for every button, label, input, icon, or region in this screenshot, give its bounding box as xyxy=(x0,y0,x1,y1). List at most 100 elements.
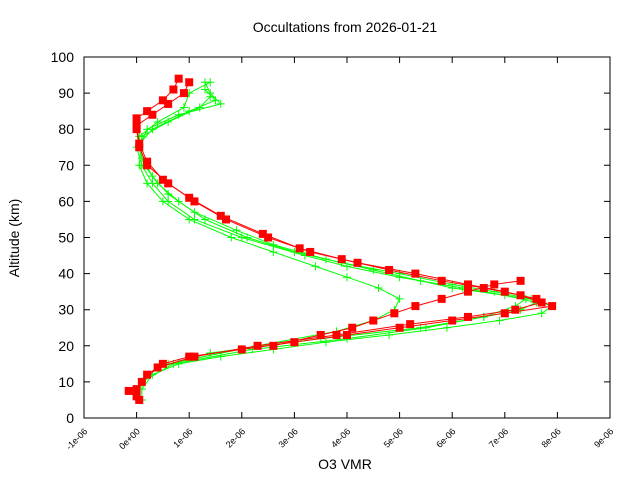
data-point xyxy=(185,78,194,87)
data-point xyxy=(516,291,525,300)
x-tick-label: 6e-06 xyxy=(434,426,457,449)
x-tick-label: 0e+00 xyxy=(117,426,142,451)
data-point xyxy=(169,85,178,94)
data-point xyxy=(237,345,246,354)
data-point xyxy=(369,265,378,274)
series-1 xyxy=(132,85,530,372)
data-point xyxy=(143,107,152,116)
data-point xyxy=(206,78,215,87)
y-tick-label: 20 xyxy=(58,338,74,354)
data-point xyxy=(190,352,199,361)
data-point xyxy=(143,179,152,188)
data-point xyxy=(369,316,378,325)
data-point xyxy=(135,161,144,170)
data-point xyxy=(448,316,457,325)
data-point xyxy=(532,294,541,303)
y-tick-label: 50 xyxy=(58,230,74,246)
data-point xyxy=(537,309,546,318)
data-point xyxy=(206,92,215,101)
data-point xyxy=(132,392,141,401)
data-point xyxy=(158,197,167,206)
data-point xyxy=(463,312,472,321)
data-point xyxy=(343,273,351,282)
data-point xyxy=(158,96,167,105)
data-point xyxy=(211,96,220,105)
data-point xyxy=(158,175,167,184)
y-tick-label: 0 xyxy=(66,410,74,426)
y-tick-label: 80 xyxy=(58,121,74,137)
data-point xyxy=(153,117,162,126)
data-point xyxy=(516,276,525,285)
data-point xyxy=(264,233,273,242)
data-point xyxy=(416,276,425,285)
data-point xyxy=(135,139,144,148)
data-point xyxy=(222,215,231,224)
data-point xyxy=(253,341,262,350)
chart-title: Occultations from 2026-01-21 xyxy=(253,19,438,35)
data-point xyxy=(232,226,241,235)
y-tick-label: 40 xyxy=(58,266,74,282)
x-tick-label: 8e-06 xyxy=(539,426,562,449)
data-point xyxy=(343,330,351,339)
data-point xyxy=(500,287,509,296)
data-point xyxy=(216,211,225,220)
data-point xyxy=(463,287,472,296)
data-point xyxy=(448,284,457,293)
data-point xyxy=(511,305,520,314)
data-point xyxy=(164,190,173,199)
series-line xyxy=(138,81,538,383)
data-point xyxy=(269,247,278,256)
data-point xyxy=(174,74,183,83)
data-point xyxy=(132,114,141,123)
data-point xyxy=(411,302,420,311)
x-tick-label: 7e-06 xyxy=(487,426,510,449)
series-2 xyxy=(135,92,404,368)
data-point xyxy=(164,117,173,126)
x-tick-label: 9e-06 xyxy=(592,426,615,449)
data-point xyxy=(337,255,346,264)
data-point xyxy=(258,229,267,238)
data-point xyxy=(185,352,194,361)
series-line xyxy=(138,82,554,400)
series-4 xyxy=(124,74,557,404)
data-point xyxy=(311,262,320,271)
data-point xyxy=(316,330,325,339)
series-line xyxy=(127,78,554,401)
data-point xyxy=(479,284,488,293)
data-point xyxy=(190,208,199,217)
series-line xyxy=(136,82,544,397)
data-point xyxy=(390,309,399,318)
plot-marks xyxy=(124,74,557,404)
data-point xyxy=(124,386,133,395)
x-tick-label: 1e-06 xyxy=(171,426,194,449)
x-tick-label: -1e-06 xyxy=(64,426,89,451)
data-point xyxy=(295,244,304,253)
data-point xyxy=(200,85,209,94)
series-6 xyxy=(269,276,525,350)
y-tick-label: 60 xyxy=(58,193,74,209)
series-5 xyxy=(132,78,546,401)
data-point xyxy=(385,265,394,274)
data-point xyxy=(216,352,225,361)
data-point xyxy=(269,341,278,350)
data-point xyxy=(227,233,236,242)
data-point xyxy=(321,255,330,264)
data-point xyxy=(269,240,278,249)
data-point xyxy=(395,323,404,332)
data-point xyxy=(500,309,509,318)
data-point xyxy=(537,298,546,307)
data-point xyxy=(185,193,194,202)
y-tick-label: 100 xyxy=(51,49,75,65)
y-tick-label: 30 xyxy=(58,302,74,318)
data-point xyxy=(148,110,157,119)
data-point xyxy=(395,273,404,282)
data-point xyxy=(132,385,141,394)
data-point xyxy=(332,330,341,339)
data-point xyxy=(463,280,472,289)
data-point xyxy=(164,99,173,108)
data-point xyxy=(185,215,194,224)
data-point xyxy=(395,294,404,303)
x-axis-label: O3 VMR xyxy=(318,456,372,472)
y-axis-label: Altitude (km) xyxy=(6,199,22,278)
